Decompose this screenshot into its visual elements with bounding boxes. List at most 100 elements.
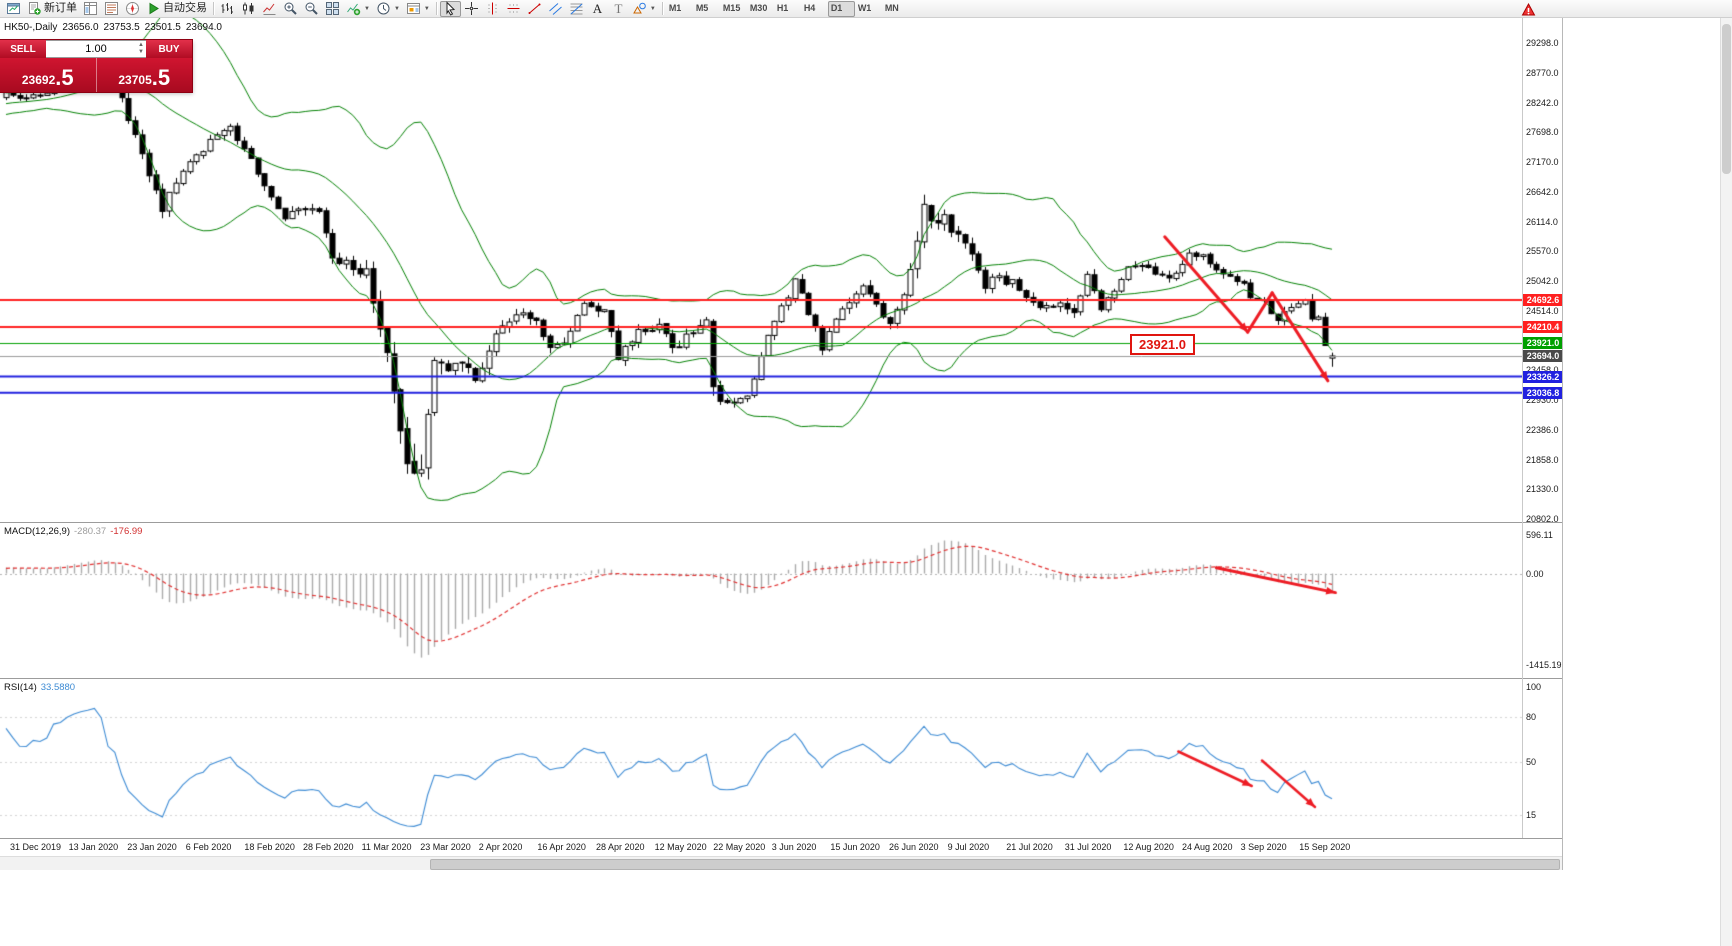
crosshair[interactable]: [461, 1, 482, 17]
price-axis-label: 27698.0: [1526, 127, 1559, 138]
date-label: 12 Aug 2020: [1123, 842, 1174, 852]
zoom-out-icon: [305, 2, 318, 15]
macd-canvas[interactable]: [0, 523, 1522, 679]
indicators-icon: [347, 3, 361, 16]
tf-m15[interactable]: M15: [720, 1, 747, 17]
auto-trading-label: 自动交易: [163, 2, 207, 14]
alert-button[interactable]: [1518, 1, 1539, 17]
new-order[interactable]: 新订单: [24, 1, 80, 17]
price-axis-label: 20802.0: [1526, 514, 1559, 524]
horizontal-line[interactable]: [503, 1, 524, 17]
text-label[interactable]: T: [608, 1, 629, 17]
spinner-down-icon[interactable]: ▼: [138, 49, 144, 55]
candles-icon: [243, 2, 254, 15]
data-window[interactable]: [101, 1, 122, 17]
date-label: 24 Aug 2020: [1182, 842, 1233, 852]
tf-w1[interactable]: W1: [855, 1, 882, 17]
price-line-tag: 23036.8: [1523, 386, 1562, 399]
tf-d1[interactable]: D1: [827, 0, 855, 17]
price-axis-label: 24514.0: [1526, 305, 1559, 316]
arrows-caret-icon[interactable]: ▼: [649, 5, 656, 12]
rsi-panel[interactable]: RSI(14) 33.5880 100 80 50 15: [0, 678, 1562, 839]
indicators-list[interactable]: ▼: [343, 1, 373, 17]
shapes-icon: [632, 2, 646, 14]
equidistant-channel[interactable]: [545, 1, 566, 17]
macd-name: MACD(12,26,9): [4, 526, 70, 537]
date-label: 11 Mar 2020: [361, 842, 412, 852]
price-chart-panel[interactable]: HK50-,Daily 23656.0 23753.5 23501.5 23694.0 …: [0, 18, 1562, 524]
rsi-name: RSI(14): [4, 682, 37, 693]
tile-windows[interactable]: [322, 1, 343, 17]
tf-m1[interactable]: M1: [666, 1, 693, 17]
rsi-canvas[interactable]: [0, 679, 1522, 839]
arrows[interactable]: ▼: [629, 1, 659, 17]
horizontal-scrollbar[interactable]: [0, 856, 1562, 870]
vertical-scrollbar-thumb[interactable]: [1722, 24, 1731, 174]
tf-m1-label: M1: [668, 3, 682, 13]
market-watch[interactable]: [80, 1, 101, 17]
ohlc-high: 23753.5: [103, 22, 140, 33]
periods-list-caret-icon[interactable]: ▼: [393, 5, 400, 12]
fibonacci-retracement[interactable]: [566, 1, 587, 17]
toolbar-separator: [213, 2, 214, 15]
text[interactable]: A: [587, 1, 608, 17]
sell-price[interactable]: 23692.5: [0, 58, 96, 92]
navigator-icon: [126, 2, 139, 15]
price-axis-label: 26114.0: [1526, 216, 1558, 227]
volume-spinner[interactable]: ▲ ▼: [138, 42, 144, 56]
date-label: 18 Feb 2020: [244, 842, 295, 852]
macd-signal-value: -176.99: [110, 526, 143, 537]
date-label: 3 Jun 2020: [771, 842, 817, 852]
zoom-out[interactable]: [301, 1, 322, 17]
horizontal-scrollbar-thumb[interactable]: [430, 859, 1560, 870]
periods-list[interactable]: ▼: [373, 1, 403, 17]
line-chart-mode[interactable]: [259, 1, 280, 17]
tf-m30[interactable]: M30: [747, 1, 774, 17]
price-line-tag: 23326.2: [1523, 370, 1562, 383]
indicators-list-caret-icon[interactable]: ▼: [364, 5, 370, 12]
linechart-icon: [263, 3, 276, 15]
new-chart[interactable]: [3, 1, 24, 17]
vertical-line[interactable]: [482, 1, 503, 17]
periods-icon: [377, 2, 390, 15]
tf-h1[interactable]: H1: [774, 1, 801, 17]
date-label: 6 Feb 2020: [185, 842, 232, 852]
buy-price[interactable]: 23705.5: [95, 58, 193, 92]
templates-caret-icon[interactable]: ▼: [423, 5, 430, 12]
price-axis-label: 21858.0: [1526, 454, 1559, 465]
buy-button[interactable]: BUY: [146, 40, 192, 58]
templates[interactable]: ▼: [403, 1, 433, 17]
date-label: 9 Jul 2020: [947, 842, 990, 852]
price-axis-label: 22386.0: [1526, 424, 1559, 435]
rsi-label: RSI(14) 33.5880: [4, 682, 79, 693]
sell-button[interactable]: SELL: [0, 40, 46, 58]
zoom-in[interactable]: [280, 1, 301, 17]
date-label: 26 Jun 2020: [889, 842, 939, 852]
tf-mn[interactable]: MN: [882, 1, 909, 17]
date-label: 15 Jun 2020: [830, 842, 880, 852]
macd-panel[interactable]: MACD(12,26,9) -280.37 -176.99 596.11 0.00 -1…: [0, 522, 1562, 679]
navigator[interactable]: [122, 1, 143, 17]
rsi-axis-label: 80: [1526, 712, 1537, 722]
price-chart-canvas[interactable]: [0, 18, 1522, 522]
chart-window[interactable]: HK50-,Daily 23656.0 23753.5 23501.5 23694.0 …: [0, 18, 1563, 870]
bar-chart-mode[interactable]: [217, 1, 238, 17]
vertical-scrollbar[interactable]: [1720, 18, 1732, 946]
new-order-label: 新订单: [44, 2, 77, 14]
cursor-icon: [446, 1, 455, 16]
tf-m15-label: M15: [722, 3, 741, 13]
tf-h1-label: H1: [776, 3, 789, 13]
date-label: 3 Sep 2020: [1240, 842, 1287, 852]
symbol-info: HK50-,Daily 23656.0 23753.5 23501.5 23694.0: [4, 22, 227, 33]
volume-input[interactable]: 1.00 ▲ ▼: [46, 40, 146, 58]
price-axis-label: 25570.0: [1526, 246, 1559, 257]
auto-trading[interactable]: 自动交易: [143, 1, 210, 17]
tf-m5[interactable]: M5: [693, 1, 720, 17]
macd-value: -280.37: [74, 526, 107, 537]
candle-chart-mode[interactable]: [238, 1, 259, 17]
trendline[interactable]: [524, 1, 545, 17]
tf-h4[interactable]: H4: [801, 1, 828, 17]
sell-price-main: 23692: [21, 73, 56, 87]
cursor[interactable]: [439, 0, 461, 17]
spinner-up-icon[interactable]: ▲: [138, 42, 144, 48]
